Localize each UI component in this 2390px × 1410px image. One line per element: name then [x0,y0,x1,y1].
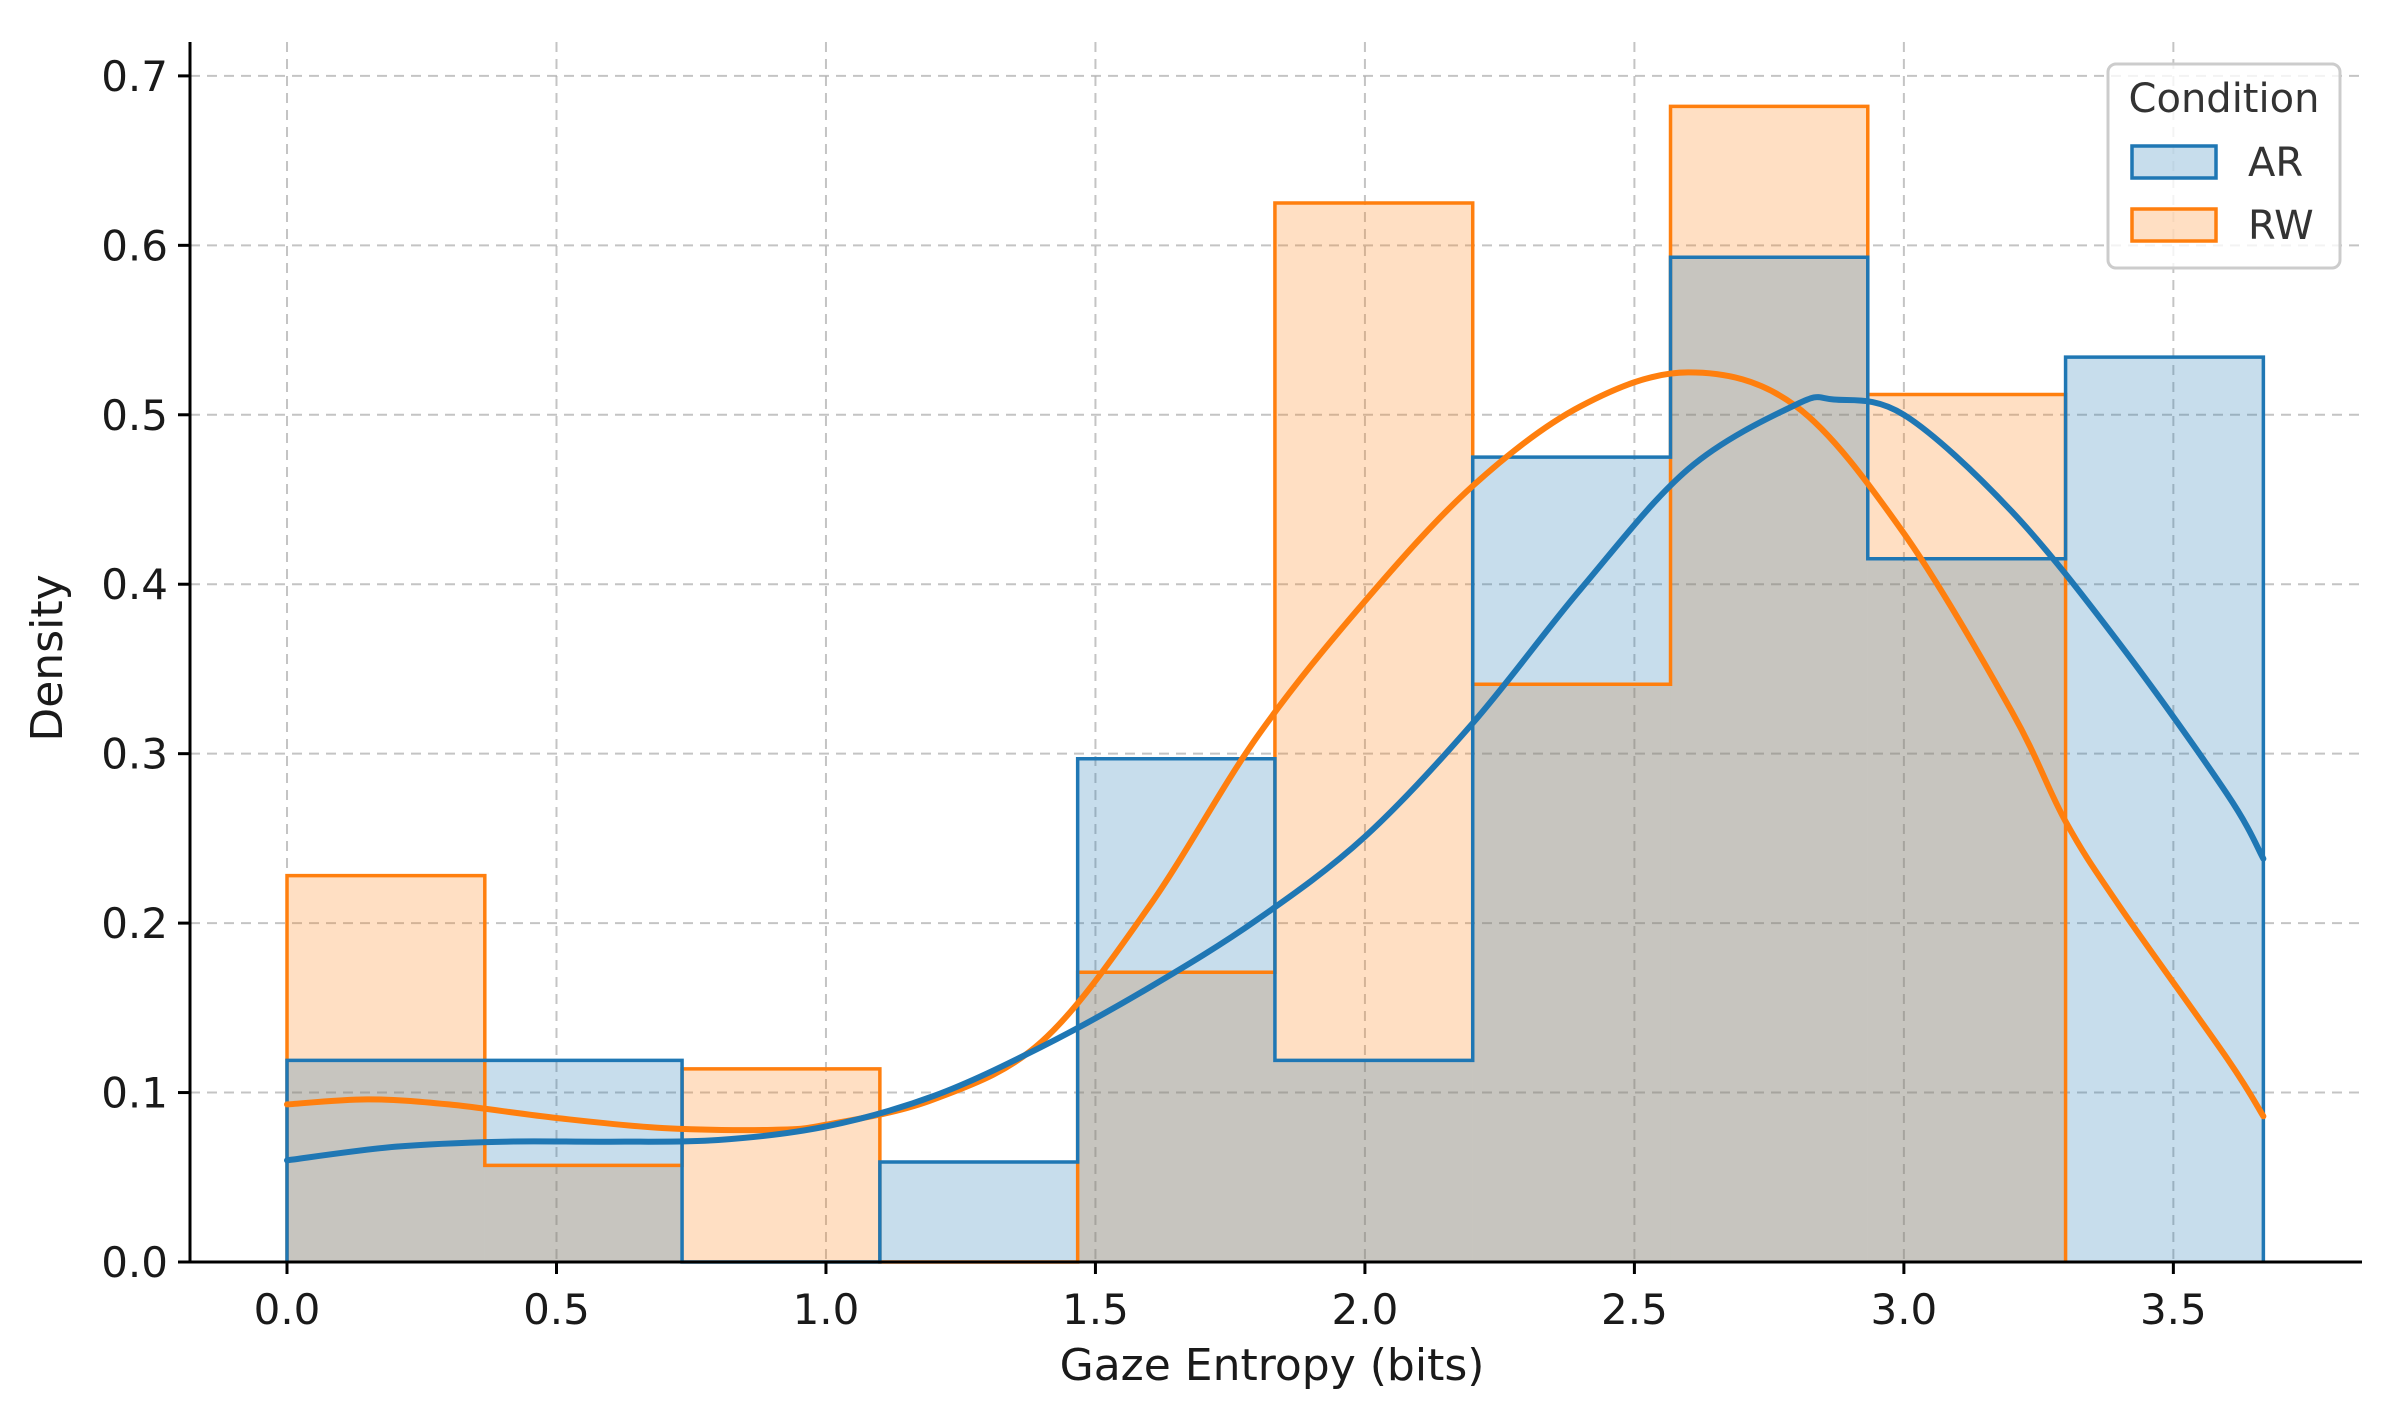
rw-bar-5 [1274,202,1473,1263]
ar-bar-5 [1472,457,1671,1262]
ar-bar-7 [1867,558,2066,1262]
y-tick-label-4: 0.4 [101,560,168,609]
x-tick-label-5: 2.5 [1601,1285,1668,1334]
tick-labels: 0.0 0.5 1.0 1.5 2.0 2.5 3.0 3.5 0.0 0.1 0.2 0.3 0.4 0… [101,52,2207,1334]
y-tick-label-5: 0.5 [101,391,168,440]
legend-label-rw: RW [2248,203,2314,249]
x-tick-label-7: 3.5 [2140,1285,2207,1334]
ar-bar-2 [879,1162,1078,1262]
kde-curves [284,369,2267,1164]
ar-bar-6 [1670,257,1868,1262]
x-tick-label-6: 3.0 [1870,1285,1937,1334]
x-tick-label-3: 1.5 [1062,1285,1129,1334]
x-axis-title: Gaze Entropy (bits) [1060,1340,1485,1391]
y-tick-label-0: 0.0 [101,1238,168,1287]
legend-title: Condition [2129,76,2320,122]
y-tick-label-2: 0.2 [101,899,168,948]
rw-histogram [287,106,2066,1263]
x-tick-label-4: 2.0 [1332,1285,1399,1334]
x-tick-label-2: 1.0 [793,1285,860,1334]
x-tick-label-0: 0.0 [254,1285,321,1334]
legend-swatch-rw [2130,207,2218,243]
rw-bar-4 [1077,972,1275,1262]
ar-bar-4 [1274,1060,1473,1262]
rw-kde-curve [284,369,2267,1134]
rw-bar-2 [682,1068,880,1262]
y-tick-label-7: 0.7 [101,52,168,101]
y-tick-label-1: 0.1 [101,1069,168,1118]
rw-bar-7 [1670,106,1868,1262]
ar-bar-8 [2065,357,2264,1263]
legend-label-ar: AR [2248,140,2303,186]
legend: Condition AR RW [2106,62,2342,270]
y-axis-title: Density [22,574,73,741]
y-tick-label-6: 0.6 [101,221,168,270]
legend-frame [2106,62,2342,270]
legend-swatch-ar [2130,144,2218,180]
x-tick-label-1: 0.5 [523,1285,590,1334]
rw-bar-0 [287,875,485,1262]
rw-bar-6 [1472,684,1671,1262]
ar-kde-curve [284,394,2267,1164]
y-tick-label-3: 0.3 [101,730,168,779]
rw-bar-1 [484,1165,683,1262]
